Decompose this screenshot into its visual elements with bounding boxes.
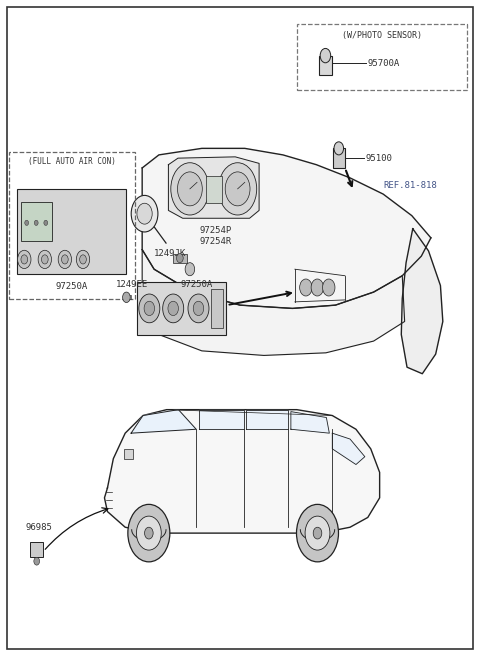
- Circle shape: [38, 251, 51, 268]
- Circle shape: [297, 504, 338, 562]
- Bar: [319, 56, 332, 75]
- Circle shape: [323, 279, 335, 296]
- Polygon shape: [291, 411, 329, 433]
- Text: 95700A: 95700A: [368, 59, 400, 68]
- Circle shape: [218, 163, 257, 215]
- Text: (W/PHOTO SENSOR): (W/PHOTO SENSOR): [342, 31, 422, 40]
- Text: 97254P: 97254P: [199, 226, 232, 234]
- Text: 1249JK: 1249JK: [154, 249, 186, 258]
- Circle shape: [41, 255, 48, 264]
- Circle shape: [171, 163, 209, 215]
- Bar: [173, 253, 187, 262]
- Circle shape: [320, 49, 331, 63]
- Circle shape: [178, 172, 202, 206]
- Circle shape: [122, 292, 130, 302]
- Circle shape: [44, 220, 48, 226]
- Polygon shape: [142, 148, 431, 308]
- Circle shape: [136, 516, 161, 550]
- Polygon shape: [199, 409, 243, 429]
- Bar: [297, 24, 467, 90]
- Bar: [333, 148, 345, 168]
- Bar: [21, 202, 52, 241]
- Circle shape: [313, 527, 322, 539]
- Text: 97254R: 97254R: [199, 237, 232, 246]
- Circle shape: [58, 251, 72, 268]
- Text: 97250A: 97250A: [180, 279, 213, 289]
- Circle shape: [193, 301, 204, 316]
- Circle shape: [311, 279, 324, 296]
- Bar: [17, 189, 126, 274]
- Circle shape: [61, 255, 68, 264]
- Circle shape: [80, 255, 86, 264]
- Circle shape: [144, 527, 153, 539]
- Circle shape: [177, 253, 183, 262]
- Circle shape: [21, 255, 28, 264]
- Bar: [205, 176, 222, 203]
- Polygon shape: [105, 409, 380, 533]
- Text: 95100: 95100: [365, 154, 392, 163]
- Circle shape: [168, 301, 179, 316]
- Bar: [124, 449, 133, 459]
- Bar: [9, 152, 135, 298]
- Circle shape: [188, 294, 209, 323]
- Polygon shape: [142, 250, 405, 356]
- Circle shape: [18, 251, 31, 268]
- Circle shape: [185, 262, 195, 276]
- Text: (FULL AUTO AIR CON): (FULL AUTO AIR CON): [28, 157, 116, 166]
- Circle shape: [128, 504, 170, 562]
- Circle shape: [225, 172, 250, 206]
- Circle shape: [144, 301, 155, 316]
- Circle shape: [300, 279, 312, 296]
- Polygon shape: [131, 409, 196, 433]
- Circle shape: [34, 558, 39, 565]
- Circle shape: [25, 220, 29, 226]
- Bar: [30, 543, 43, 557]
- Polygon shape: [247, 409, 288, 429]
- Text: 96985: 96985: [25, 523, 52, 532]
- Circle shape: [334, 142, 344, 155]
- Circle shape: [76, 251, 90, 268]
- Text: REF.81-818: REF.81-818: [383, 181, 437, 190]
- Text: 1249EE: 1249EE: [116, 279, 148, 289]
- Circle shape: [137, 203, 152, 224]
- Circle shape: [305, 516, 330, 550]
- Bar: [137, 282, 226, 335]
- Text: 97250A: 97250A: [56, 281, 88, 291]
- Bar: [123, 295, 131, 299]
- Circle shape: [139, 294, 160, 323]
- Polygon shape: [401, 229, 443, 374]
- Circle shape: [163, 294, 184, 323]
- Polygon shape: [332, 433, 365, 464]
- Bar: [211, 289, 223, 328]
- Circle shape: [131, 195, 158, 232]
- Polygon shape: [168, 157, 259, 218]
- Circle shape: [34, 220, 38, 226]
